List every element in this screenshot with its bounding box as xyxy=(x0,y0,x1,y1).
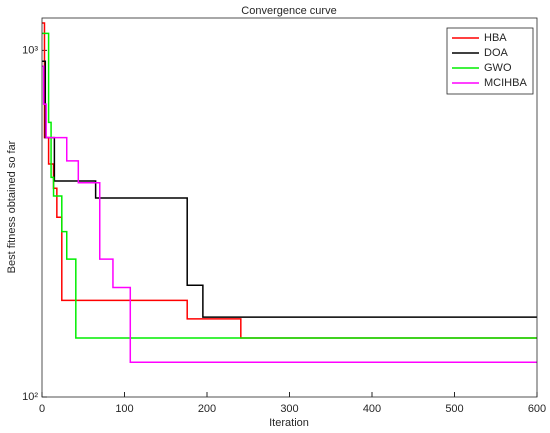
x-tick-label: 600 xyxy=(528,403,546,415)
legend-label: HBA xyxy=(484,32,507,44)
series-line xyxy=(42,32,537,339)
x-tick-label: 200 xyxy=(198,403,216,415)
x-tick-label: 400 xyxy=(363,403,381,415)
legend-label: MCIHBA xyxy=(484,77,527,89)
y-tick-label: 10² xyxy=(22,391,38,403)
x-axis-label: Iteration xyxy=(269,417,309,429)
x-tick-label: 300 xyxy=(280,403,298,415)
plot-frame xyxy=(41,17,538,398)
chart-title: Convergence curve xyxy=(241,5,336,17)
legend-label: GWO xyxy=(484,62,512,74)
x-tick-label: 0 xyxy=(39,403,45,415)
y-tick-label: 10³ xyxy=(22,44,38,56)
legend-label: DOA xyxy=(484,47,509,59)
y-axis-label: Best fitness obtained so far xyxy=(6,140,18,273)
x-tick-label: 100 xyxy=(115,403,133,415)
series-line xyxy=(42,65,537,363)
series-group xyxy=(42,22,537,363)
series-line xyxy=(42,60,537,318)
x-tick-label: 500 xyxy=(445,403,463,415)
